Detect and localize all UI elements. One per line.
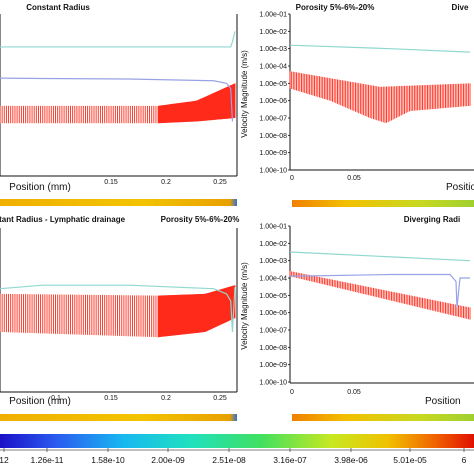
y-tick-label: 1.00e-07 <box>259 328 287 335</box>
y-tick-label: 1.00e-09 <box>259 150 287 157</box>
y-tick-label: 1.00e-03 <box>259 258 287 265</box>
radial-bars-dense <box>158 285 235 338</box>
panel-title: Porosity 5%-6%-20% <box>161 215 240 224</box>
y-tick-label: 1.00e-09 <box>259 362 287 369</box>
y-tick-label: 1.00e-06 <box>259 310 287 317</box>
panel-top-left: Constant Radius 0.15 0.2 0.25 Position (… <box>0 3 238 206</box>
y-tick-label: 1.00e-02 <box>259 29 287 36</box>
colorbar-label: 5.01e-05 <box>393 455 427 465</box>
colorbar-label: 12 <box>0 455 9 465</box>
plot-area <box>289 14 474 171</box>
x-tick-label: 0.25 <box>213 179 227 186</box>
panel-title: onstant Radius - Lymphatic drainage <box>0 215 126 224</box>
series-line-1 <box>0 31 236 48</box>
series-line-1 <box>289 251 471 262</box>
y-tick-label: 1.00e-07 <box>259 116 287 123</box>
y-tick-label: 1.00e-10 <box>259 380 287 387</box>
plot-area <box>0 14 238 177</box>
x-tick-label: 0.15 <box>104 395 118 402</box>
y-tick-labels: 1.00e-01 1.00e-02 1.00e-03 1.00e-04 1.00e-05… <box>259 12 290 175</box>
surface-color-strip <box>0 414 237 421</box>
x-axis-label: Position (mm) <box>9 182 71 193</box>
y-tick-label: 1.00e-08 <box>259 133 287 140</box>
x-axis-label-partial: Position <box>425 396 461 407</box>
panel-bottom-right: Diverging Radi 1.00e-011.00e-021.00e-031… <box>240 215 474 421</box>
radial-velocity-bars <box>289 271 471 320</box>
colorbar-label: 6 <box>462 455 467 465</box>
surface-color-strip <box>292 414 474 421</box>
series-line-1 <box>0 284 236 333</box>
x-tick-label: 0.15 <box>104 179 118 186</box>
series-line-2 <box>0 77 234 122</box>
radial-velocity-bars <box>289 71 471 123</box>
y-tick-label: 1.00e-02 <box>259 241 287 248</box>
colorbar-label: 1.58e-10 <box>91 455 125 465</box>
panel-title: Constant Radius <box>26 3 90 12</box>
y-axis-label: Velocity Magnitude (m/s) <box>240 262 249 350</box>
y-tick-label: 1.00e-04 <box>259 276 287 283</box>
y-tick-label: 1.00e-05 <box>259 293 287 300</box>
radial-velocity-bars <box>0 83 236 124</box>
colorbar-label: 3.16e-07 <box>273 455 307 465</box>
radial-bars-dense <box>158 83 235 124</box>
series-line-1 <box>289 44 471 53</box>
panel-top-right: Porosity 5%-6%-20% Dive 1.00e-01 1.00e-02… <box>240 3 474 207</box>
surface-color-strip <box>292 200 474 207</box>
x-tick-label: 0.2 <box>161 179 171 186</box>
y-tick-label: 1.00e-06 <box>259 98 287 105</box>
plot-area <box>289 226 474 384</box>
y-tick-label: 1.00e-08 <box>259 345 287 352</box>
plot-area <box>0 228 238 393</box>
panel-title: Porosity 5%-6%-20% <box>296 3 375 12</box>
colorbar-ticks <box>3 448 465 452</box>
colorbar-label: 2.51e-08 <box>212 455 246 465</box>
colorbar: 12 1.26e-11 1.58e-10 2.00e-09 2.51e-08 3.16e-… <box>0 434 474 465</box>
y-axis-label: Velocity Magnitude (m/s) <box>240 50 249 138</box>
panel-title-partial: Diverging Radi <box>404 215 460 224</box>
x-tick-label: 0.25 <box>213 395 227 402</box>
y-tick-label: 1.00e-10 <box>259 168 287 175</box>
colorbar-label: 2.00e-09 <box>151 455 185 465</box>
colorbar-label: 3.98e-06 <box>334 455 368 465</box>
y-tick-label: 1.00e-03 <box>259 46 287 53</box>
y-tick-labels: 1.00e-01 1.00e-02 1.00e-03 1.00e-04 1.00e-05… <box>259 224 290 387</box>
colorbar-label: 1.26e-11 <box>31 455 64 465</box>
y-tick-label: 1.00e-01 <box>259 12 287 19</box>
x-axis-label: Position (mm) <box>9 396 71 407</box>
x-tick-label: 0 <box>290 389 294 396</box>
x-tick-label: 0.2 <box>161 395 171 402</box>
y-tick-label: 1.00e-05 <box>259 81 287 88</box>
radial-velocity-bars <box>0 285 236 338</box>
x-axis-label-partial: Positio <box>446 182 474 193</box>
x-tick-label: 0.05 <box>347 389 361 396</box>
panel-bottom-left: onstant Radius - Lymphatic drainage Poro… <box>0 215 239 421</box>
colorbar-gradient <box>0 434 474 448</box>
surface-color-strip <box>0 199 237 206</box>
panel-title-partial: Dive <box>452 3 469 12</box>
x-tick-label: 0 <box>290 175 294 182</box>
x-tick-label: 0.1 <box>51 395 61 402</box>
y-tick-label: 1.00e-04 <box>259 64 287 71</box>
y-tick-label: 1.00e-01 <box>259 224 287 231</box>
series-line-2 <box>289 273 470 308</box>
x-tick-label: 0.05 <box>347 175 361 182</box>
colorbar-labels: 12 1.26e-11 1.58e-10 2.00e-09 2.51e-08 3.16e-… <box>0 455 467 465</box>
